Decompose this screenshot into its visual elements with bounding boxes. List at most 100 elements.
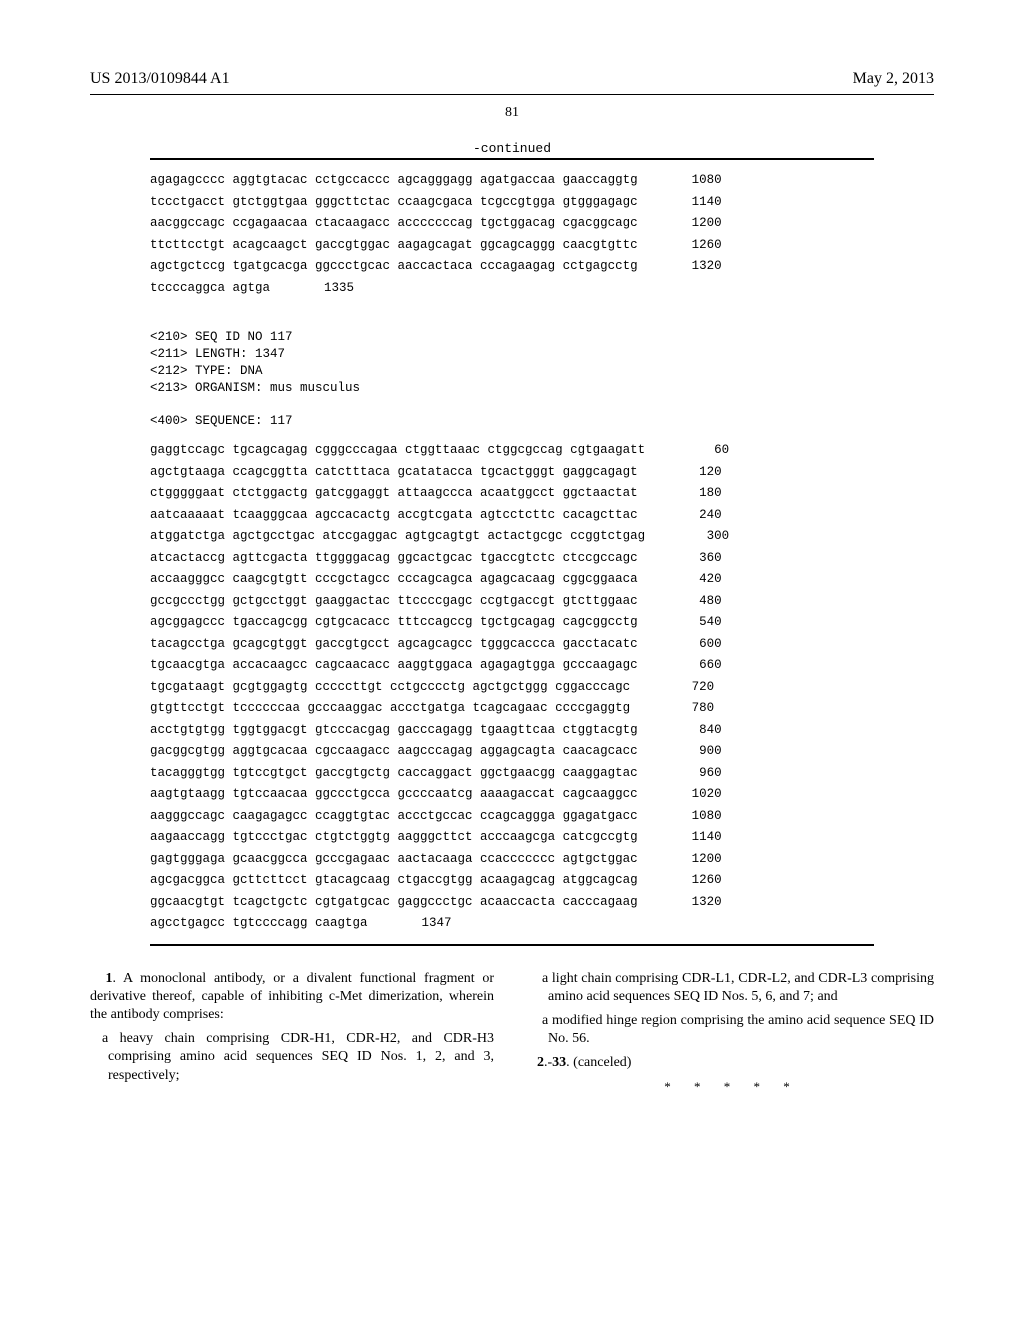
meta-line: <210> SEQ ID NO 117 [150,330,293,344]
doc-number: US 2013/0109844 A1 [90,70,230,88]
sequence-row: gtgttcctgt tccccccaa gcccaaggac accctgat… [150,702,874,715]
sequence-block-1: agagagcccc aggtgtacac cctgccaccc agcaggg… [150,174,874,294]
sequence-row: agcggagccc tgaccagcgg cgtgcacacc tttccag… [150,616,874,629]
sequence-position: 360 [658,552,722,565]
sequence-position: 1260 [658,239,722,252]
sequence-position: 780 [650,702,714,715]
sequence-text: agctgtaaga ccagcggtta catctttaca gcatata… [150,466,638,479]
end-asterisks: * * * * * [530,1079,934,1096]
claim-number-start: 2 [537,1055,544,1070]
sequence-row: atcactaccg agttcgacta ttggggacag ggcactg… [150,552,874,565]
sequence-text: tacagcctga gcagcgtggt gaccgtgcct agcagca… [150,638,638,651]
sequence-row: agcgacggca gcttcttcct gtacagcaag ctgaccg… [150,874,874,887]
sequence-text: atcactaccg agttcgacta ttggggacag ggcactg… [150,552,638,565]
claim-1-heavy-chain: a heavy chain comprising CDR-H1, CDR-H2,… [90,1030,494,1085]
sequence-position: 1020 [658,788,722,801]
sequence-position: 480 [658,595,722,608]
sequence-row: tccctgacct gtctggtgaa gggcttctac ccaagcg… [150,196,874,209]
sequence-position: 1320 [658,260,722,273]
claims-left-column: 1. A monoclonal antibody, or a divalent … [90,970,494,1096]
sequence-text: tccctgacct gtctggtgaa gggcttctac ccaagcg… [150,196,638,209]
sequence-row: tgcgataagt gcgtggagtg cccccttgt cctgcccc… [150,681,874,694]
sequence-text: aagaaccagg tgtccctgac ctgtctggtg aagggct… [150,831,638,844]
sequence-position: 1260 [658,874,722,887]
sequence-position: 840 [658,724,722,737]
sequence-text: atggatctga agctgcctgac atccgaggac agtgca… [150,530,645,543]
sequence-position: 600 [658,638,722,651]
sequence-position: 120 [658,466,722,479]
sequence-position: 300 [665,530,729,543]
sequence-text: ggcaacgtgt tcagctgctc cgtgatgcac gaggccc… [150,896,638,909]
sequence-text: aatcaaaaat tcaagggcaa agccacactg accgtcg… [150,509,638,522]
sequence-row: aacggccagc ccgagaacaa ctacaagacc acccccc… [150,217,874,230]
sequence-position: 1080 [658,174,722,187]
sequence-position: 1140 [658,831,722,844]
claims-right-column: a light chain comprising CDR-L1, CDR-L2,… [530,970,934,1096]
sequence-row: aagtgtaagg tgtccaacaa ggccctgcca gccccaa… [150,788,874,801]
claim-1-light-chain: a light chain comprising CDR-L1, CDR-L2,… [530,970,934,1006]
sequence-position: 1140 [658,196,722,209]
meta-line: <211> LENGTH: 1347 [150,347,285,361]
sequence-row: ctgggggaat ctctggactg gatcggaggt attaagc… [150,487,874,500]
sequence-position: 540 [658,616,722,629]
sequence-position: 1080 [658,810,722,823]
meta-line: <400> SEQUENCE: 117 [150,414,293,428]
sequence-text: tccccaggca agtga [150,282,270,295]
sequence-row: agagagcccc aggtgtacac cctgccaccc agcaggg… [150,174,874,187]
sequence-position: 180 [658,487,722,500]
sequence-position: 1200 [658,853,722,866]
sequence-row: tacagcctga gcagcgtggt gaccgtgcct agcagca… [150,638,874,651]
claim-number: 1 [106,971,113,986]
sequence-position: 720 [650,681,714,694]
sequence-row: tgcaacgtga accacaagcc cagcaacacc aaggtgg… [150,659,874,672]
sequence-text: gccgccctgg gctgcctggt gaaggactac ttccccg… [150,595,638,608]
sequence-block-2: gaggtccagc tgcagcagag cgggcccagaa ctggtt… [150,444,874,930]
sequence-row: atggatctga agctgcctgac atccgaggac agtgca… [150,530,874,543]
sequence-text: agcgacggca gcttcttcct gtacagcaag ctgaccg… [150,874,638,887]
sequence-row: gacggcgtgg aggtgcacaa cgccaagacc aagccca… [150,745,874,758]
continued-label: -continued [90,141,934,156]
sequence-text: tacagggtgg tgtccgtgct gaccgtgctg caccagg… [150,767,638,780]
sequence-position: 240 [658,509,722,522]
doc-date: May 2, 2013 [853,70,934,88]
sequence-text: gaggtccagc tgcagcagag cgggcccagaa ctggtt… [150,444,645,457]
sequence-row: gagtgggaga gcaacggcca gcccgagaac aactaca… [150,853,874,866]
sequence-text: aagggccagc caagagagcc ccaggtgtac accctgc… [150,810,638,823]
sequence-row: aatcaaaaat tcaagggcaa agccacactg accgtcg… [150,509,874,522]
sequence-row: aagggccagc caagagagcc ccaggtgtac accctgc… [150,810,874,823]
meta-line: <212> TYPE: DNA [150,364,263,378]
sequence-position: 420 [658,573,722,586]
sequence-text: aagtgtaagg tgtccaacaa ggccctgcca gccccaa… [150,788,638,801]
claim-number-end: 33 [552,1055,566,1070]
sequence-position: 960 [658,767,722,780]
claim-1-hinge: a modified hinge region comprising the a… [530,1012,934,1048]
sequence-text: ttcttcctgt acagcaagct gaccgtggac aagagca… [150,239,638,252]
sequence-position: 1347 [388,917,452,930]
sequence-row: gaggtccagc tgcagcagag cgggcccagaa ctggtt… [150,444,874,457]
seq-top-rule [150,158,874,160]
sequence-row: accaagggcc caagcgtgtt cccgctagcc cccagca… [150,573,874,586]
sequence-text: agcctgagcc tgtccccagg caagtga [150,917,368,930]
sequence-text: acctgtgtgg tggtggacgt gtcccacgag gacccag… [150,724,638,737]
sequence-text: agagagcccc aggtgtacac cctgccaccc agcaggg… [150,174,638,187]
sequence-row: tccccaggca agtga1335 [150,282,874,295]
sequence-row: acctgtgtgg tggtggacgt gtcccacgag gacccag… [150,724,874,737]
page-number: 81 [90,105,934,121]
seq-bottom-rule [150,944,874,946]
sequence-position: 900 [658,745,722,758]
sequence-text: gacggcgtgg aggtgcacaa cgccaagacc aagccca… [150,745,638,758]
claims-section: 1. A monoclonal antibody, or a divalent … [90,970,934,1096]
sequence-row: agctgctccg tgatgcacga ggccctgcac aaccact… [150,260,874,273]
sequence-text: tgcaacgtga accacaagcc cagcaacacc aaggtgg… [150,659,638,672]
sequence-row: agctgtaaga ccagcggtta catctttaca gcatata… [150,466,874,479]
claims-canceled: 2.-33. (canceled) [530,1054,934,1072]
sequence-text: accaagggcc caagcgtgtt cccgctagcc cccagca… [150,573,638,586]
sequence-text: ctgggggaat ctctggactg gatcggaggt attaagc… [150,487,638,500]
sequence-text: aacggccagc ccgagaacaa ctacaagacc acccccc… [150,217,638,230]
sequence-row: aagaaccagg tgtccctgac ctgtctggtg aagggct… [150,831,874,844]
sequence-position: 60 [665,444,729,457]
sequence-text: gtgttcctgt tccccccaa gcccaaggac accctgat… [150,702,630,715]
sequence-position: 660 [658,659,722,672]
sequence-text: agctgctccg tgatgcacga ggccctgcac aaccact… [150,260,638,273]
claim-1-intro: 1. A monoclonal antibody, or a divalent … [90,970,494,1025]
